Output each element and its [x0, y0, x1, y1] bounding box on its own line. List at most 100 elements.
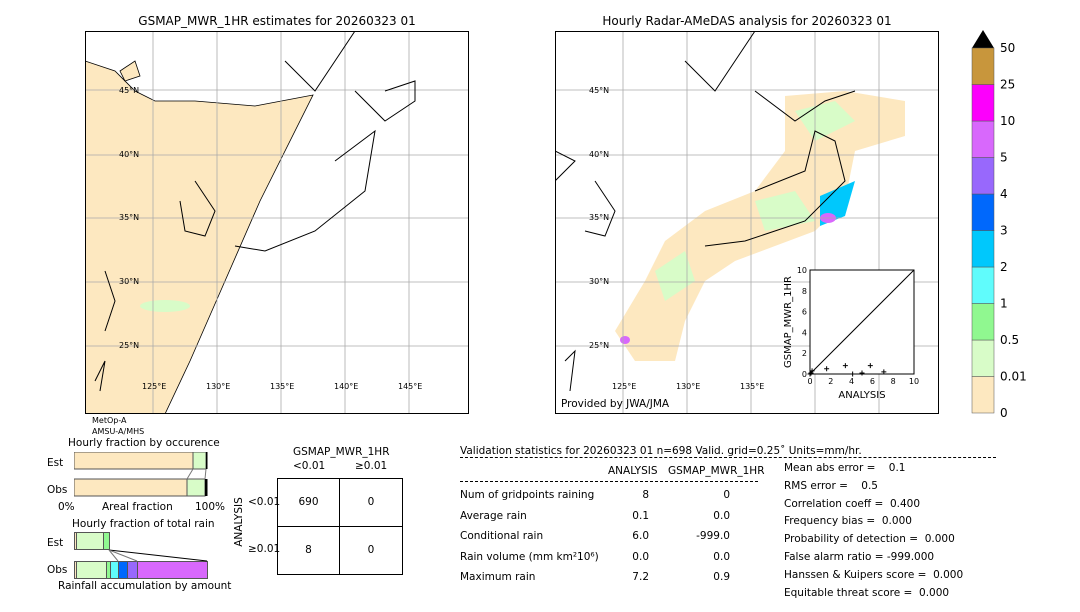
scatter-point	[842, 363, 848, 369]
colorbar-segment	[971, 157, 995, 195]
colorbar-segment	[971, 84, 995, 122]
x-left-label: 0%	[58, 501, 75, 513]
coastline	[555, 31, 856, 392]
cell-hit-none: 690	[278, 479, 340, 527]
cell-false-alarm: 0	[340, 479, 402, 527]
stat-row-label: Num of gridpoints raining	[460, 489, 595, 501]
y-tick-label: 2	[802, 349, 807, 358]
svg-text:40°N: 40°N	[119, 150, 139, 159]
light-rain-area	[140, 300, 190, 312]
sensor-name: MetOp-A	[92, 416, 127, 425]
colorbar-segment	[971, 120, 995, 158]
y-tick-label: 6	[802, 308, 807, 317]
rain-area	[85, 60, 314, 414]
stat-gsmap-value: 0.9	[713, 571, 730, 583]
obs-label-2: Obs	[47, 564, 68, 576]
score-item: RMS error = 0.5	[784, 479, 878, 492]
colorbar-segment	[971, 303, 995, 341]
svg-text:30°N: 30°N	[119, 277, 139, 286]
colorbar-tick-label: 5	[1000, 151, 1008, 165]
stat-gsmap-value: 0.0	[713, 509, 730, 522]
left-map-title: GSMAP_MWR_1HR estimates for 20260323 01	[138, 14, 416, 28]
col-label-1: ≥0.01	[355, 460, 388, 472]
data-credit: Provided by JWA/JMA	[561, 398, 670, 410]
scatter-point	[867, 363, 873, 369]
est-label-2: Est	[47, 537, 64, 549]
right-map: 45°N 40°N 35°N 30°N 25°N 125°E 130°E 135°E Pro…	[555, 31, 939, 414]
row-label-1: ≥0.01	[248, 543, 281, 555]
score-item: Correlation coeff = 0.400	[784, 497, 920, 510]
colorbar-tick-label: 0.01	[1000, 370, 1027, 384]
colorbar-tick-label: 1	[1000, 297, 1008, 311]
x-tick-label: 10	[909, 377, 919, 386]
colorbar-segment	[971, 339, 995, 377]
colorbar-tick-label: 0	[1000, 406, 1008, 418]
row-label-0: <0.01	[248, 496, 281, 508]
cell-miss: 8	[278, 526, 340, 574]
svg-text:30°N: 30°N	[589, 277, 609, 286]
scatter-point	[850, 371, 856, 377]
est-bar-none	[74, 452, 194, 470]
score-item: False alarm ratio = -999.000	[784, 551, 935, 563]
scatter-point	[859, 370, 865, 376]
score-item: Probability of detection = 0.000	[784, 533, 955, 546]
obs-bar-none	[74, 478, 188, 497]
scatter-point	[824, 366, 830, 372]
occurrence-title: Hourly fraction by occurence	[68, 437, 220, 449]
colorbar-tick-label: 25	[1000, 78, 1015, 92]
colorbar-segment	[971, 376, 995, 414]
stat-analysis-value: 0.0	[632, 550, 649, 563]
stat-gsmap-value: -999.0	[696, 530, 730, 542]
stat-row-label: Average rain	[460, 509, 527, 522]
y-tick-label: 8	[802, 287, 807, 296]
stat-analysis-value: 7.2	[632, 571, 649, 583]
stat-row-label: Maximum rain	[460, 571, 536, 583]
svg-text:130°E: 130°E	[206, 382, 230, 391]
stat-analysis-value: 8	[642, 489, 649, 501]
stat-row-label: Conditional rain	[460, 530, 544, 542]
col-gsmap: GSMAP_MWR_1HR	[668, 465, 765, 477]
scatter-inset: 00 2 2 4 4 6 6 8 8 10 10 ANALYSIS GSMAP_MWR_1HR	[783, 266, 919, 401]
svg-text:140°E: 140°E	[334, 382, 358, 391]
right-map-title: Hourly Radar-AMeDAS analysis for 2026032…	[602, 14, 892, 28]
colorbar-segment	[971, 230, 995, 268]
occurrence-chart	[74, 452, 208, 497]
score-item: Equitable threat score = 0.000	[784, 586, 950, 599]
score-item: Hanssen & Kuipers score = 0.000	[784, 568, 964, 581]
colorbar-segment	[971, 193, 995, 231]
colorbar-tick-label: 10	[1000, 114, 1015, 128]
diagonal-line	[809, 269, 915, 375]
total-rain-chart	[74, 532, 208, 579]
est-bar-light	[192, 452, 207, 470]
colorbar-segment	[971, 47, 995, 85]
svg-text:35°N: 35°N	[119, 213, 139, 222]
svg-text:25°N: 25°N	[589, 341, 609, 350]
areal-fraction-label: Areal fraction	[102, 501, 173, 513]
svg-text:45°N: 45°N	[119, 86, 139, 95]
x-tick-label: 2	[828, 377, 833, 386]
left-map: 45°N 40°N 35°N 30°N 25°N 125°E 130°E 135°E 140°…	[85, 31, 469, 414]
svg-text:25°N: 25°N	[119, 341, 139, 350]
svg-text:125°E: 125°E	[612, 382, 636, 391]
total-rain-title: Hourly fraction of total rain	[72, 518, 215, 530]
colorbar-segment	[971, 266, 995, 304]
colorbar-extend-arrow	[972, 30, 994, 48]
colorbar-tick-label: 50	[1000, 41, 1015, 55]
row-axis-label: ANALYSIS	[232, 497, 245, 547]
x-tick-label: 4	[849, 377, 854, 386]
svg-text:130°E: 130°E	[676, 382, 700, 391]
colorbar-tick-label: 4	[1000, 187, 1008, 201]
x-tick-label: 6	[870, 377, 875, 386]
obs-label: Obs	[47, 484, 68, 496]
gridlines	[85, 31, 469, 414]
x-tick-label: 8	[891, 377, 896, 386]
scatter-xlabel: ANALYSIS	[838, 390, 885, 401]
svg-text:145°E: 145°E	[398, 382, 422, 391]
contingency-table: 690 0 8 0	[277, 478, 403, 575]
svg-text:35°N: 35°N	[589, 213, 609, 222]
stat-gsmap-value: 0	[723, 489, 730, 501]
col-analysis: ANALYSIS	[608, 465, 658, 477]
axis-labels: 45°N 40°N 35°N 30°N 25°N 125°E 130°E 135°E 140°…	[119, 86, 422, 391]
stat-analysis-value: 0.1	[632, 509, 649, 522]
svg-text:45°N: 45°N	[589, 86, 609, 95]
